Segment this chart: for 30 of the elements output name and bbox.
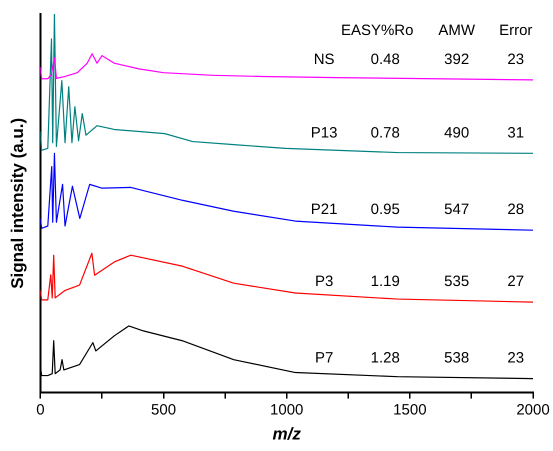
annotation: 392 (444, 50, 470, 68)
annotation: 1.19 (370, 273, 400, 290)
x-tick-label: 0 (36, 402, 45, 419)
annotation: 535 (444, 273, 470, 290)
annotation: Error (499, 22, 532, 39)
x-tick-label: 1000 (270, 402, 304, 419)
x-tick-label: 2000 (516, 402, 550, 419)
annotation: 23 (507, 350, 524, 367)
annotation: 31 (507, 124, 524, 142)
series-label: P7 (314, 350, 334, 367)
annotation: 0.78 (370, 124, 400, 142)
annotation: 0.48 (370, 50, 400, 68)
annotation: 27 (507, 273, 524, 290)
series-label: P13 (310, 124, 338, 142)
annotation: 23 (507, 50, 524, 68)
annotation: 0.95 (370, 201, 400, 218)
series-label: P21 (310, 201, 338, 218)
x-tick-label: 500 (151, 402, 176, 419)
x-tick-label: 1500 (393, 402, 427, 419)
annotation: 538 (444, 350, 470, 367)
annotation: 547 (444, 201, 470, 218)
y-axis-title: Signal intensity (a.u.) (8, 118, 27, 289)
annotation: 490 (444, 124, 470, 142)
x-axis-title: m/z (272, 424, 302, 444)
annotation: 28 (507, 201, 524, 218)
series-label: P3 (314, 273, 334, 290)
series-label: NS (314, 50, 335, 68)
annotation: EASY%Ro (340, 22, 414, 39)
annotation: 1.28 (370, 350, 400, 367)
annotation: AMW (438, 22, 476, 39)
